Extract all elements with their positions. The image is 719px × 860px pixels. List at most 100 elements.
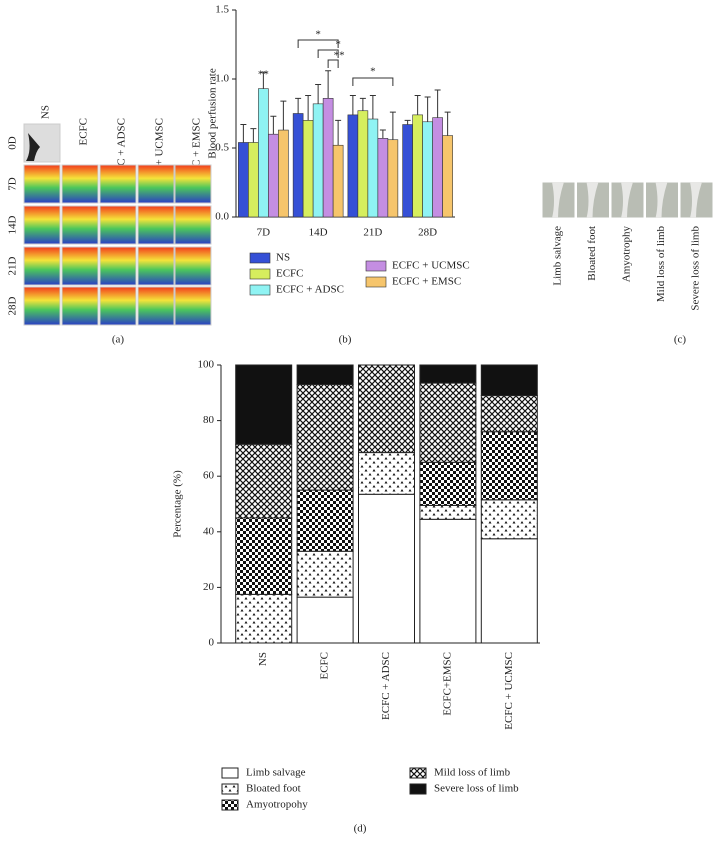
legend-label: Severe loss of limb [434, 783, 519, 795]
error-bar [424, 96, 431, 122]
thermal-image [174, 286, 212, 326]
bar [278, 129, 289, 218]
column-label: ECFC [78, 118, 90, 146]
thermal-image [137, 286, 175, 326]
significance: ** [258, 69, 269, 81]
limb-shape [552, 182, 564, 218]
row-label: 7D [7, 177, 19, 191]
legend-swatch [365, 260, 387, 272]
legend-label: ECFC + UCMSC [392, 260, 470, 272]
legend-label: Bloated foot [246, 783, 301, 795]
legend-swatch [249, 284, 271, 296]
thermal-image [137, 246, 175, 286]
bar-segment [419, 518, 477, 644]
bar-segment [480, 364, 538, 397]
row-label: 21D [7, 256, 19, 275]
y-tick-label: 60 [203, 470, 215, 482]
thermal-image [99, 205, 137, 245]
legend-swatch [409, 783, 427, 795]
error-bar [444, 111, 451, 136]
bar-segment [296, 489, 354, 552]
x-tick-label: NS [257, 652, 269, 666]
bar [238, 142, 249, 218]
bar-segment [419, 364, 477, 384]
legend-label: Amyotropohy [246, 799, 308, 811]
error-bar [315, 84, 322, 104]
bar [422, 121, 433, 218]
thermal-image [174, 164, 212, 204]
significance: * [370, 66, 376, 78]
error-bar [349, 95, 356, 115]
bar [367, 118, 379, 218]
thermal-image [23, 164, 61, 204]
y-tick-label: 1.0 [215, 73, 229, 85]
significance: ** [334, 50, 345, 62]
bracket [297, 39, 339, 48]
error-bar [379, 129, 386, 139]
error-bar [369, 95, 376, 120]
image-label: Severe loss of limb [690, 226, 702, 311]
bar-segment [480, 431, 538, 501]
limb-shape [586, 182, 599, 218]
bar-segment [358, 493, 415, 644]
bar [357, 110, 369, 218]
y-tick-label: 40 [203, 525, 215, 537]
panel-label: (b) [339, 334, 352, 346]
error-bar [240, 124, 247, 143]
bar [402, 124, 413, 218]
error-bar [305, 95, 312, 121]
legend-label: Mild loss of limb [434, 767, 511, 779]
legend-label: ECFC [276, 268, 304, 280]
thermal-image [99, 286, 137, 326]
x-tick-label: 7D [257, 227, 271, 239]
image-label: Amyotrophy [621, 226, 633, 283]
legend-swatch [221, 799, 239, 811]
bar [258, 88, 269, 218]
bar-segment [296, 364, 354, 385]
thermal-limb [26, 133, 40, 161]
bracket [352, 77, 394, 86]
x-tick-label: ECFC + UCMSC [503, 652, 515, 730]
bar-segment [358, 452, 415, 495]
bar [412, 114, 423, 218]
y-tick-label: 0.5 [215, 142, 229, 154]
bar-segment [296, 550, 354, 598]
error-bar [295, 97, 302, 114]
x-tick-label: 28D [418, 227, 437, 239]
bar-segment [235, 364, 293, 445]
x-tick-label: ECFC+EMSC [441, 652, 453, 716]
bar-segment [358, 364, 415, 454]
thermal-image [174, 246, 212, 286]
significance: * [315, 29, 321, 41]
thermal-image [137, 205, 175, 245]
thermal-image [61, 246, 99, 286]
x-tick-label: ECFC [319, 652, 331, 680]
thermal-image [61, 164, 99, 204]
error-bar [260, 71, 267, 89]
legend-swatch [221, 783, 239, 795]
y-tick-label: 0.0 [215, 211, 229, 223]
thermal-image [23, 205, 61, 245]
error-bar [335, 119, 342, 146]
bar-segment [235, 593, 293, 644]
panel-label: (d) [354, 823, 367, 835]
bar-segment [235, 443, 293, 519]
legend-swatch [365, 276, 387, 288]
bar-segment [296, 596, 354, 644]
legend-label: ECFC + ADSC [276, 284, 344, 296]
error-bar [325, 70, 332, 99]
thermal-image [99, 246, 137, 286]
row-label: 0D [7, 136, 19, 150]
thermal-image [99, 164, 137, 204]
bar-segment [480, 395, 538, 433]
y-axis-label: Blood perfusion rate [207, 68, 219, 159]
bar [302, 120, 314, 218]
error-bar [250, 128, 257, 143]
bracket [317, 49, 339, 58]
error-bar [389, 111, 396, 140]
row-label: 14D [7, 215, 19, 234]
y-tick-label: 100 [198, 359, 215, 371]
legend-label: Limb salvage [246, 767, 306, 779]
column-label: NS [40, 105, 52, 119]
